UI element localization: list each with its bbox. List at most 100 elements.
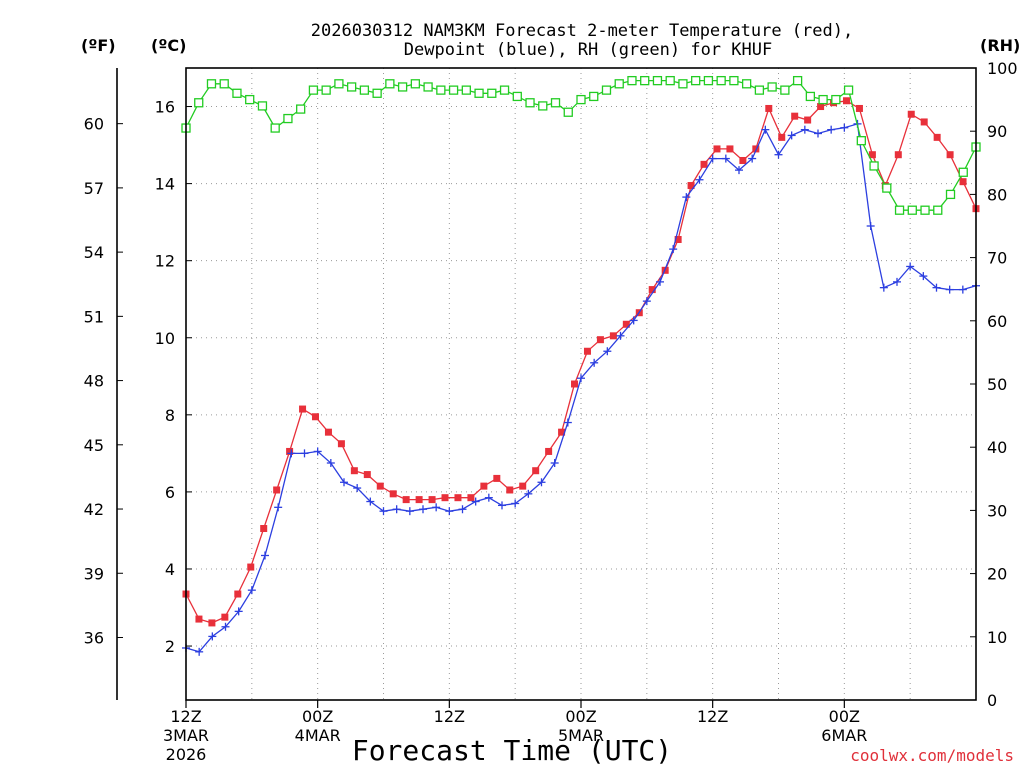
celsius-tick-label: 6 (165, 483, 175, 502)
dewpoint-point (958, 285, 967, 294)
temperature-point (221, 613, 229, 621)
rh-point (958, 167, 968, 177)
dewpoint-point (735, 166, 743, 175)
temperature-series-line (185, 100, 977, 624)
rh-point (601, 85, 612, 95)
dewpoint-point (484, 493, 493, 502)
temperature-point (804, 116, 812, 124)
fahrenheit-tick-label: 39 (84, 564, 104, 583)
dewpoint-point (353, 484, 362, 493)
fahrenheit-tick-label: 36 (84, 628, 104, 647)
dewpoint-point (234, 607, 243, 616)
temperature-point (260, 525, 268, 533)
time-tick-label: 00Z (302, 707, 333, 726)
temperature-point (415, 496, 423, 504)
rh-point (346, 82, 357, 92)
dewpoint-point (313, 447, 322, 456)
rh-point (945, 189, 956, 200)
temperature-point (402, 496, 410, 504)
dewpoint-point (919, 272, 928, 281)
time-tick-label: 12Z (434, 707, 465, 726)
rh-tick-label: 20 (987, 565, 1007, 584)
rh-tick-label: 10 (987, 628, 1007, 647)
temperature-point (959, 178, 967, 186)
date-tick-label: 5MAR (558, 726, 604, 745)
rh-point (741, 79, 752, 89)
rh-tick-label: 70 (987, 249, 1007, 268)
celsius-tick-label: 2 (165, 637, 175, 656)
dewpoint-point (906, 262, 915, 271)
dewpoint-point (603, 347, 612, 356)
temperature-point (350, 467, 358, 475)
dewpoint-point (879, 283, 888, 292)
rh-point (448, 85, 459, 95)
rh-point (678, 79, 688, 89)
fahrenheit-unit-label: (ºF) (81, 36, 116, 55)
dewpoint-point (721, 154, 730, 163)
series-layer (181, 75, 981, 656)
dewpoint-point (629, 316, 638, 325)
dewpoint-point (682, 193, 691, 202)
rh-point (385, 79, 395, 89)
date-tick-label: 3MAR (163, 726, 209, 745)
dewpoint-point (695, 175, 704, 184)
rh-point (843, 85, 854, 95)
rh-point (308, 85, 319, 95)
dewpoint-point (366, 497, 375, 506)
temperature-point (907, 110, 915, 118)
rh-point (614, 79, 624, 89)
dewpoint-point (748, 154, 757, 163)
temperature-point (286, 447, 294, 455)
temperature-point (648, 286, 656, 294)
temperature-point (622, 320, 630, 328)
temperature-point (739, 156, 747, 164)
fahrenheit-tick-label: 60 (84, 115, 104, 134)
dewpoint-point (761, 125, 770, 134)
temperature-point (752, 145, 760, 153)
dewpoint-point (708, 154, 717, 163)
rh-point (640, 75, 650, 86)
rh-point (818, 94, 828, 105)
rh-point (270, 123, 280, 133)
dewpoint-point (221, 622, 230, 631)
rh-point (882, 183, 892, 193)
rh-point (538, 101, 548, 111)
fahrenheit-tick-label: 42 (84, 500, 104, 519)
rh-point (512, 91, 522, 102)
rh-point (920, 205, 930, 215)
temperature-point (519, 482, 527, 490)
dewpoint-point (392, 505, 401, 514)
temperature-point (855, 104, 863, 112)
rh-point (410, 79, 421, 89)
rh-point (474, 88, 484, 98)
dewpoint-point (405, 507, 414, 516)
rh-point (767, 82, 777, 92)
dewpoint-point (840, 123, 849, 132)
rh-tick-label: 0 (987, 691, 997, 710)
rh-point (894, 205, 905, 215)
temperature-point (324, 428, 332, 436)
rh-point (907, 205, 917, 215)
temperature-point (389, 490, 397, 498)
dewpoint-point (774, 150, 783, 159)
temperature-point (596, 336, 604, 344)
dewpoint-point (511, 499, 520, 508)
dewpoint-point (787, 131, 796, 140)
dewpoint-point (590, 358, 599, 367)
rh-point (550, 98, 561, 108)
temperature-point (687, 182, 695, 190)
temperature-point (674, 235, 682, 243)
temperature-point (609, 332, 617, 340)
temperature-point (363, 471, 371, 479)
temperature-point (778, 133, 786, 141)
rh-point (665, 75, 675, 86)
dewpoint-point (656, 277, 664, 286)
rh-point (461, 85, 471, 95)
rh-point (716, 75, 726, 86)
rh-point (487, 88, 497, 98)
rh-tick-label: 60 (987, 312, 1007, 331)
temperature-point (726, 145, 734, 153)
temperature-point (791, 112, 799, 120)
rh-point (321, 85, 331, 95)
temperature-point (894, 151, 902, 159)
